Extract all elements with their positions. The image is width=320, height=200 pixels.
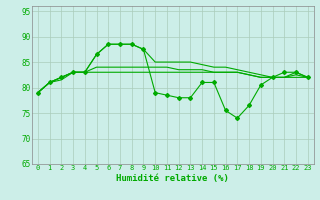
X-axis label: Humidité relative (%): Humidité relative (%) [116, 174, 229, 183]
